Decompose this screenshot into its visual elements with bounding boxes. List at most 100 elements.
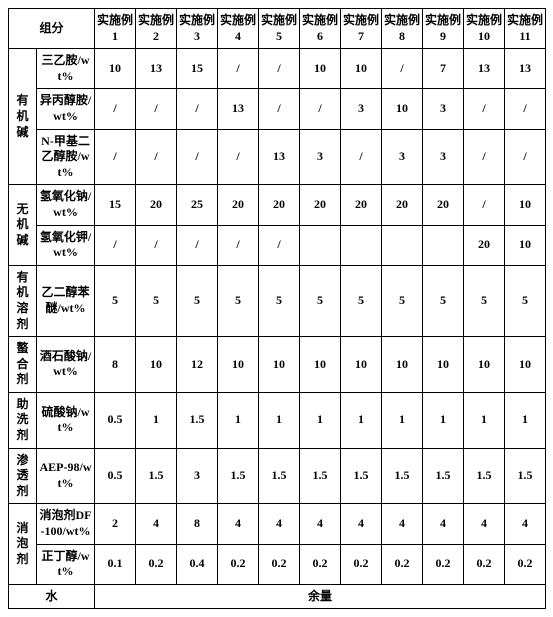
r2-v6: 3 <box>341 89 382 129</box>
r11-v7: 0.2 <box>382 544 423 584</box>
r7-v10: 10 <box>505 337 546 393</box>
cat-organic-base: 有机碱 <box>9 49 37 185</box>
r9-v2: 3 <box>177 448 218 504</box>
r6-v1: 5 <box>136 265 177 336</box>
r1-v4: / <box>259 49 300 89</box>
r3-v6: / <box>341 129 382 185</box>
header-ex-2: 实施例 2 <box>136 9 177 49</box>
header-row: 组分 实施例 1 实施例 2 实施例 3 实施例 4 实施例 5 实施例 6 实… <box>9 9 546 49</box>
r11-v2: 0.4 <box>177 544 218 584</box>
r11-v9: 0.2 <box>464 544 505 584</box>
r2-v5: / <box>300 89 341 129</box>
r3-v3: / <box>218 129 259 185</box>
r9-v9: 1.5 <box>464 448 505 504</box>
r9-v7: 1.5 <box>382 448 423 504</box>
r6-v7: 5 <box>382 265 423 336</box>
r4-v6: 20 <box>341 185 382 225</box>
r8-v9: 1 <box>464 392 505 448</box>
r7-v0: 8 <box>95 337 136 393</box>
header-ex-10: 实施例 10 <box>464 9 505 49</box>
cat-washing-aid: 助洗剂 <box>9 392 37 448</box>
cat-inorganic-base: 无机碱 <box>9 185 37 265</box>
r6-v2: 5 <box>177 265 218 336</box>
r4-v8: 20 <box>423 185 464 225</box>
r4-v5: 20 <box>300 185 341 225</box>
r3-v5: 3 <box>300 129 341 185</box>
r1-v5: 10 <box>300 49 341 89</box>
r4-v7: 20 <box>382 185 423 225</box>
r1-v10: 13 <box>505 49 546 89</box>
r11-v5: 0.2 <box>300 544 341 584</box>
r3-v10: / <box>505 129 546 185</box>
r8-v10: 1 <box>505 392 546 448</box>
r6-v0: 5 <box>95 265 136 336</box>
r6-name: 乙二醇苯醚/wt% <box>37 265 95 336</box>
r10-v1: 4 <box>136 504 177 544</box>
r7-v9: 10 <box>464 337 505 393</box>
r11-name: 正丁醇/wt% <box>37 544 95 584</box>
r5-v1: / <box>136 225 177 265</box>
r4-v0: 15 <box>95 185 136 225</box>
r8-v0: 0.5 <box>95 392 136 448</box>
header-ex-9: 实施例 9 <box>423 9 464 49</box>
r9-v1: 1.5 <box>136 448 177 504</box>
r1-v8: 7 <box>423 49 464 89</box>
r8-v3: 1 <box>218 392 259 448</box>
composition-table: 组分 实施例 1 实施例 2 实施例 3 实施例 4 实施例 5 实施例 6 实… <box>8 8 546 609</box>
r11-v4: 0.2 <box>259 544 300 584</box>
r1-v2: 15 <box>177 49 218 89</box>
r4-v3: 20 <box>218 185 259 225</box>
r4-v4: 20 <box>259 185 300 225</box>
r6-v9: 5 <box>464 265 505 336</box>
cat-defoamer: 消泡剂 <box>9 504 37 584</box>
r9-v8: 1.5 <box>423 448 464 504</box>
r11-v1: 0.2 <box>136 544 177 584</box>
r5-v3: / <box>218 225 259 265</box>
r7-v8: 10 <box>423 337 464 393</box>
r11-v10: 0.2 <box>505 544 546 584</box>
r3-v8: 3 <box>423 129 464 185</box>
r1-name: 三乙胺/wt% <box>37 49 95 89</box>
row-r1: 有机碱 三乙胺/wt% 10 13 15 / / 10 10 / 7 13 13 <box>9 49 546 89</box>
r2-name: 异丙醇胺/wt% <box>37 89 95 129</box>
r6-v4: 5 <box>259 265 300 336</box>
header-ex-1: 实施例 1 <box>95 9 136 49</box>
r7-v5: 10 <box>300 337 341 393</box>
r2-v10: / <box>505 89 546 129</box>
r3-v1: / <box>136 129 177 185</box>
cat-penetrant: 渗透剂 <box>9 448 37 504</box>
r9-name: AEP-98/wt% <box>37 448 95 504</box>
r4-v10: 10 <box>505 185 546 225</box>
r5-v8 <box>423 225 464 265</box>
header-ex-6: 实施例 6 <box>300 9 341 49</box>
r5-v10: 10 <box>505 225 546 265</box>
r10-name: 消泡剂DF-100/wt% <box>37 504 95 544</box>
r5-v4: / <box>259 225 300 265</box>
r1-v9: 13 <box>464 49 505 89</box>
r8-v5: 1 <box>300 392 341 448</box>
water-value: 余量 <box>95 584 546 609</box>
header-component: 组分 <box>9 9 95 49</box>
r3-v0: / <box>95 129 136 185</box>
r10-v2: 8 <box>177 504 218 544</box>
r8-v7: 1 <box>382 392 423 448</box>
r7-v7: 10 <box>382 337 423 393</box>
r9-v5: 1.5 <box>300 448 341 504</box>
r8-v4: 1 <box>259 392 300 448</box>
r10-v3: 4 <box>218 504 259 544</box>
r5-v7 <box>382 225 423 265</box>
r8-name: 硫酸钠/wt% <box>37 392 95 448</box>
r6-v10: 5 <box>505 265 546 336</box>
cat-organic-solvent: 有机溶剂 <box>9 265 37 336</box>
row-r7: 螯合剂 酒石酸钠/wt% 8 10 12 10 10 10 10 10 10 1… <box>9 337 546 393</box>
r3-v7: 3 <box>382 129 423 185</box>
r5-v6 <box>341 225 382 265</box>
header-ex-4: 实施例 4 <box>218 9 259 49</box>
r3-v2: / <box>177 129 218 185</box>
r7-v4: 10 <box>259 337 300 393</box>
r11-v3: 0.2 <box>218 544 259 584</box>
row-r11: 正丁醇/wt% 0.1 0.2 0.4 0.2 0.2 0.2 0.2 0.2 … <box>9 544 546 584</box>
r9-v3: 1.5 <box>218 448 259 504</box>
r2-v4: / <box>259 89 300 129</box>
r6-v8: 5 <box>423 265 464 336</box>
